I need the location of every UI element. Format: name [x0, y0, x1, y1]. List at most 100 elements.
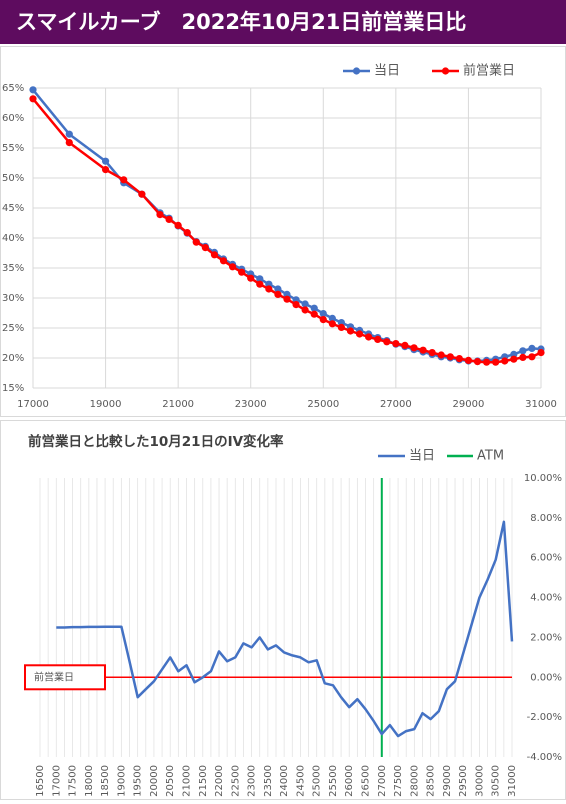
y-tick-label: 65% — [2, 83, 24, 94]
x-tick-label: 17000 — [51, 765, 62, 797]
series-line — [56, 520, 514, 738]
point-marker — [310, 310, 318, 318]
point-marker — [437, 351, 445, 359]
x-tick-label: 21000 — [181, 765, 192, 797]
x-tick-label: 19000 — [90, 399, 122, 410]
x-tick-label: 24500 — [295, 765, 306, 797]
x-tick-label: 28000 — [409, 765, 420, 797]
point-marker — [301, 306, 309, 314]
y-tick-label: 45% — [2, 203, 24, 214]
point-marker — [265, 285, 273, 293]
legend-label: 当日 — [374, 64, 400, 79]
x-tick-label: 18000 — [84, 765, 95, 797]
point-marker — [383, 338, 391, 346]
y2-tick-label: -4.00% — [527, 752, 562, 763]
point-marker — [455, 355, 463, 363]
x-tick-label: 29500 — [458, 765, 469, 797]
x-tick-label: 21000 — [162, 399, 194, 410]
x-tick-label: 22000 — [214, 765, 225, 797]
point-marker — [256, 280, 264, 288]
x-tick-label: 30000 — [474, 765, 485, 797]
point-marker — [283, 295, 291, 303]
reference-label: 前営業日 — [34, 670, 74, 683]
legend-marker — [441, 67, 450, 75]
point-marker — [328, 320, 336, 328]
point-marker — [174, 221, 182, 229]
chart-frame — [0, 420, 566, 800]
x-tick-label: 21500 — [198, 765, 209, 797]
y-tick-label: 20% — [2, 353, 24, 364]
header-title: スマイルカーブ 2022年10月21日前営業日比 — [16, 10, 466, 34]
point-marker — [292, 301, 300, 309]
x-tick-label: 16500 — [35, 765, 46, 797]
x-tick-label: 17000 — [17, 399, 49, 410]
point-marker — [528, 353, 536, 361]
point-marker — [29, 95, 37, 103]
header-bar — [0, 0, 566, 44]
legend-label: 当日 — [409, 449, 435, 464]
point-marker — [274, 285, 282, 293]
series-line — [32, 98, 542, 364]
legend-label: ATM — [477, 449, 504, 464]
x-tick-label: 18500 — [100, 765, 111, 797]
point-marker — [101, 157, 110, 165]
y-tick-label: 40% — [2, 233, 24, 244]
x-tick-label: 27000 — [380, 399, 412, 410]
y-tick-label: 60% — [2, 113, 24, 124]
x-tick-label: 31000 — [525, 399, 557, 410]
point-marker — [401, 341, 409, 349]
point-marker — [419, 346, 427, 354]
point-marker — [446, 353, 454, 361]
y-tick-label: 55% — [2, 143, 24, 154]
reference-label-box — [24, 664, 106, 691]
y2-tick-label: 8.00% — [530, 513, 562, 524]
y-tick-label: 25% — [2, 323, 24, 334]
y-tick-label: 30% — [2, 293, 24, 304]
point-marker — [346, 327, 355, 335]
x-tick-label: 20500 — [165, 765, 176, 797]
point-marker — [65, 130, 73, 138]
y2-tick-label: 0.00% — [530, 672, 562, 683]
point-marker — [464, 356, 473, 364]
point-marker — [519, 353, 527, 361]
point-marker — [519, 347, 527, 355]
x-tick-label: 17500 — [68, 765, 79, 797]
point-marker — [528, 344, 536, 352]
x-tick-label: 29000 — [453, 399, 485, 410]
point-marker — [201, 244, 209, 252]
x-tick-label: 27500 — [393, 765, 404, 797]
x-tick-label: 27000 — [377, 765, 388, 797]
y2-tick-label: 6.00% — [530, 553, 562, 564]
point-marker — [29, 86, 37, 94]
point-marker — [274, 290, 282, 298]
x-tick-label: 23000 — [235, 399, 267, 410]
point-marker — [310, 304, 318, 312]
point-marker — [473, 358, 482, 366]
point-marker — [247, 274, 255, 282]
y-tick-label: 35% — [2, 263, 24, 274]
point-marker — [120, 176, 128, 184]
point-marker — [355, 330, 364, 338]
point-marker — [319, 310, 327, 318]
x-tick-label: 25000 — [307, 399, 339, 410]
point-marker — [101, 166, 110, 174]
point-marker — [219, 257, 228, 265]
y-tick-label: 15% — [2, 383, 24, 394]
point-marker — [374, 335, 382, 343]
point-marker — [210, 251, 219, 259]
x-tick-label: 22500 — [230, 765, 241, 797]
point-marker — [228, 263, 237, 271]
y2-tick-label: 4.00% — [530, 593, 562, 604]
point-marker — [65, 139, 73, 147]
x-tick-label: 24000 — [279, 765, 290, 797]
point-marker — [482, 358, 491, 366]
x-tick-label: 23500 — [263, 765, 274, 797]
chart-title: 前営業日と比較した10月21日のIV変化率 — [28, 433, 284, 450]
point-marker — [301, 300, 309, 308]
point-marker — [138, 190, 146, 198]
x-tick-label: 26500 — [361, 765, 372, 797]
point-marker — [183, 229, 191, 237]
point-marker — [501, 357, 509, 365]
x-tick-label: 26000 — [344, 765, 355, 797]
